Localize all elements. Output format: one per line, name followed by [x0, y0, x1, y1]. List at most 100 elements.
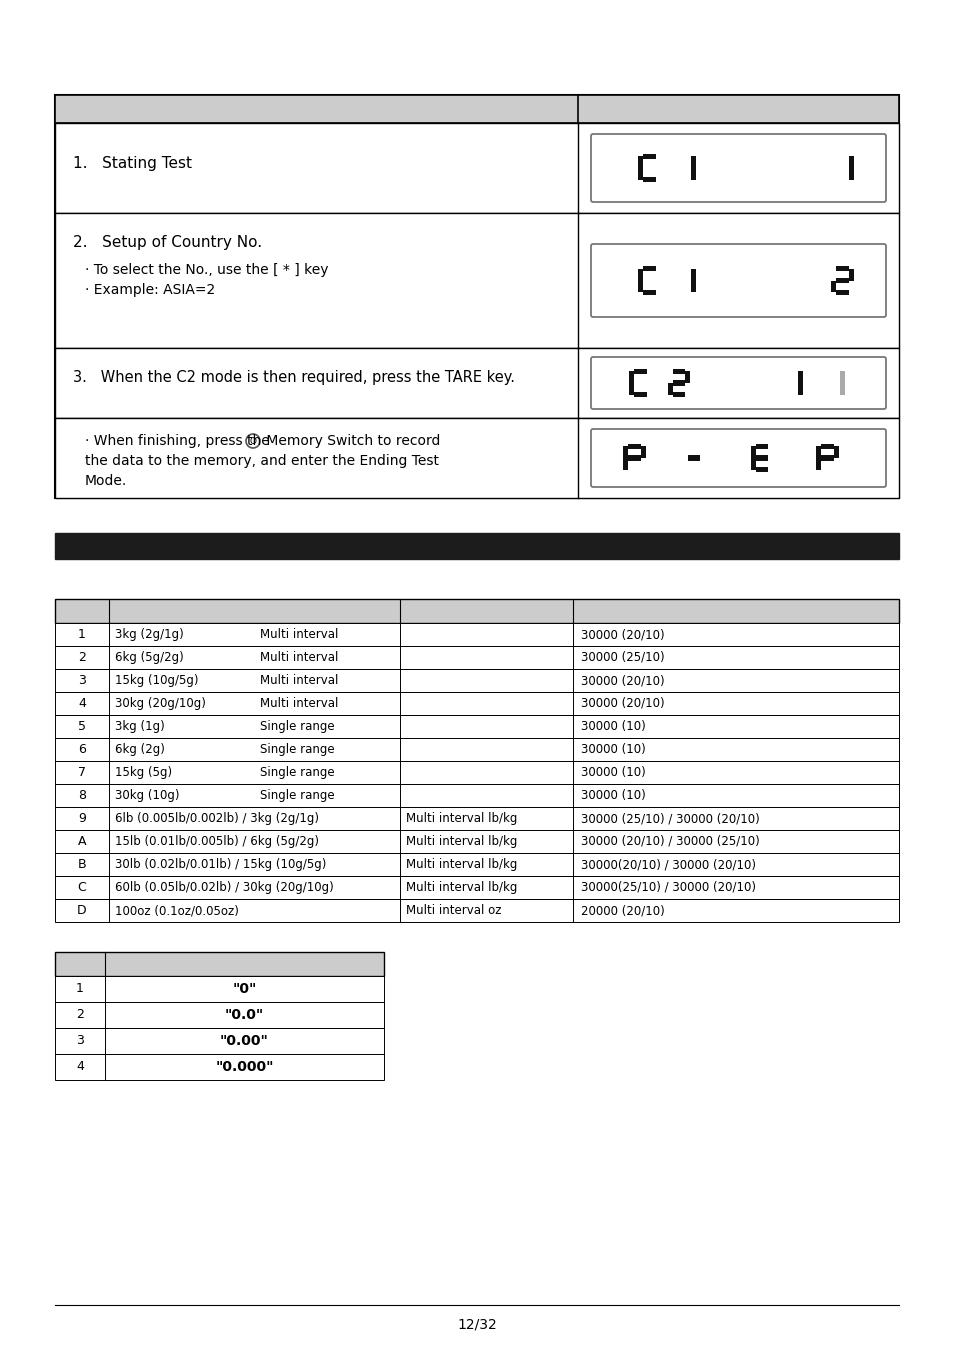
Text: Memory Switch to record: Memory Switch to record — [262, 433, 440, 448]
Bar — [55, 599, 898, 622]
Bar — [642, 154, 655, 159]
Bar — [628, 455, 640, 460]
Text: Multi interval: Multi interval — [260, 697, 338, 710]
Text: 1: 1 — [76, 983, 84, 995]
Text: 2: 2 — [78, 651, 86, 664]
Text: Multi interval oz: Multi interval oz — [406, 904, 501, 917]
Bar — [691, 269, 696, 281]
Bar — [55, 952, 384, 976]
Bar — [691, 281, 696, 292]
Text: 4: 4 — [76, 1061, 84, 1073]
Text: 30000 (20/10): 30000 (20/10) — [580, 674, 664, 687]
Text: Multi interval: Multi interval — [260, 674, 338, 687]
Bar — [638, 167, 642, 180]
Text: 30kg (10g): 30kg (10g) — [115, 788, 179, 802]
Bar — [839, 383, 843, 394]
Text: Multi interval: Multi interval — [260, 628, 338, 641]
Text: 9: 9 — [78, 811, 86, 825]
Bar — [55, 830, 898, 853]
Text: 20000 (20/10): 20000 (20/10) — [580, 904, 664, 917]
Bar — [55, 693, 898, 716]
FancyBboxPatch shape — [590, 134, 885, 202]
Bar — [622, 447, 628, 458]
Text: C: C — [77, 882, 87, 894]
Bar — [642, 290, 655, 294]
Bar — [816, 458, 821, 470]
Text: 2: 2 — [76, 1008, 84, 1022]
Text: Multi interval: Multi interval — [260, 651, 338, 664]
Text: Single range: Single range — [260, 743, 335, 756]
Text: 30000 (20/10) / 30000 (25/10): 30000 (20/10) / 30000 (25/10) — [580, 836, 759, 848]
Bar — [839, 371, 843, 383]
Bar — [629, 371, 634, 383]
Bar — [756, 467, 767, 472]
Bar — [55, 1027, 384, 1054]
Text: the data to the memory, and enter the Ending Test: the data to the memory, and enter the En… — [85, 454, 438, 468]
Text: 12/32: 12/32 — [456, 1318, 497, 1332]
Text: 3: 3 — [76, 1034, 84, 1048]
Bar — [55, 348, 898, 418]
Text: 30000 (10): 30000 (10) — [580, 788, 645, 802]
Text: · Example: ASIA=2: · Example: ASIA=2 — [85, 284, 215, 297]
Bar — [55, 976, 384, 1002]
Bar — [638, 281, 642, 292]
Text: 30000 (10): 30000 (10) — [580, 743, 645, 756]
Bar — [836, 290, 848, 294]
Text: 8: 8 — [78, 788, 86, 802]
Text: O: O — [250, 436, 256, 446]
Bar — [848, 167, 853, 180]
Bar — [55, 761, 898, 784]
Text: Multi interval lb/kg: Multi interval lb/kg — [406, 882, 517, 894]
Text: D: D — [77, 904, 87, 917]
Bar — [55, 670, 898, 693]
Text: 3kg (1g): 3kg (1g) — [115, 720, 165, 733]
Bar — [672, 393, 684, 397]
Text: 15kg (10g/5g): 15kg (10g/5g) — [115, 674, 198, 687]
Text: Multi interval lb/kg: Multi interval lb/kg — [406, 836, 517, 848]
FancyBboxPatch shape — [590, 356, 885, 409]
Text: Single range: Single range — [260, 765, 335, 779]
Text: 30lb (0.02lb/0.01lb) / 15kg (10g/5g): 30lb (0.02lb/0.01lb) / 15kg (10g/5g) — [115, 859, 326, 871]
Text: 30000 (20/10): 30000 (20/10) — [580, 628, 664, 641]
Bar — [836, 266, 848, 271]
Text: Multi interval lb/kg: Multi interval lb/kg — [406, 859, 517, 871]
Bar — [642, 266, 655, 271]
Text: 100oz (0.1oz/0.05oz): 100oz (0.1oz/0.05oz) — [115, 904, 238, 917]
Text: 5: 5 — [78, 720, 86, 733]
Text: 1: 1 — [78, 628, 86, 641]
Bar — [691, 157, 696, 167]
Bar — [55, 647, 898, 670]
Text: 60lb (0.05lb/0.02lb) / 30kg (20g/10g): 60lb (0.05lb/0.02lb) / 30kg (20g/10g) — [115, 882, 334, 894]
Text: · To select the No., use the [ * ] key: · To select the No., use the [ * ] key — [85, 263, 328, 277]
Bar — [55, 784, 898, 807]
Bar — [691, 167, 696, 180]
Text: · When finishing, press the: · When finishing, press the — [85, 433, 274, 448]
Bar — [55, 95, 898, 123]
Bar — [821, 455, 833, 460]
Bar — [55, 123, 898, 213]
Bar — [55, 738, 898, 761]
Bar — [55, 622, 898, 647]
Text: 15kg (5g): 15kg (5g) — [115, 765, 172, 779]
FancyBboxPatch shape — [590, 429, 885, 487]
Bar — [798, 383, 802, 394]
Bar — [55, 533, 898, 559]
Bar — [642, 177, 655, 182]
Bar — [55, 418, 898, 498]
Bar — [836, 278, 848, 283]
Text: 6: 6 — [78, 743, 86, 756]
Text: 2.   Setup of Country No.: 2. Setup of Country No. — [73, 235, 262, 250]
Text: 30000 (10): 30000 (10) — [580, 765, 645, 779]
Text: 3: 3 — [78, 674, 86, 687]
Text: 30kg (20g/10g): 30kg (20g/10g) — [115, 697, 206, 710]
Text: "0.000": "0.000" — [215, 1060, 274, 1075]
Bar — [750, 447, 756, 458]
Text: B: B — [77, 859, 86, 871]
Bar — [55, 213, 898, 348]
Bar — [55, 807, 898, 830]
Text: 30000 (25/10): 30000 (25/10) — [580, 651, 664, 664]
Bar — [756, 455, 767, 460]
Bar — [634, 393, 646, 397]
Text: 6kg (5g/2g): 6kg (5g/2g) — [115, 651, 184, 664]
Text: "0.0": "0.0" — [225, 1008, 264, 1022]
